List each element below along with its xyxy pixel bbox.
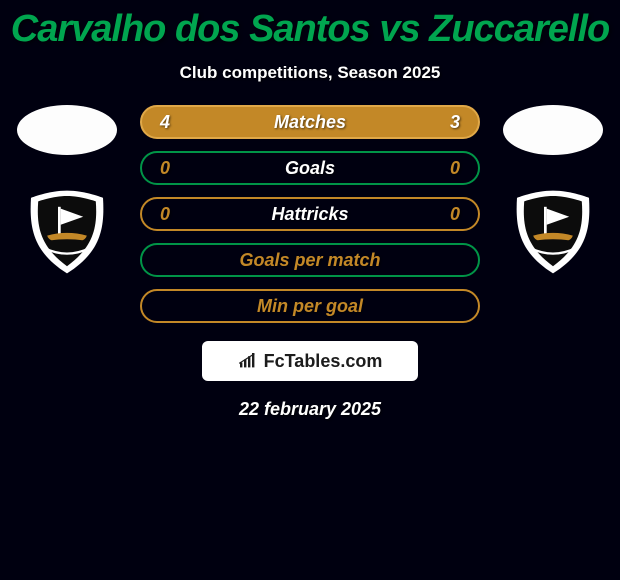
date-label: 22 february 2025 <box>0 399 620 420</box>
player-right-club-crest <box>508 187 598 277</box>
stat-right-value: 0 <box>436 158 460 179</box>
stat-row-min-per-goal: Min per goal <box>140 289 480 323</box>
comparison-infographic: Carvalho dos Santos vs Zuccarello Club c… <box>0 0 620 420</box>
stat-label: Goals per match <box>184 250 436 271</box>
source-label: FcTables.com <box>264 351 383 372</box>
subtitle: Club competitions, Season 2025 <box>0 63 620 83</box>
stat-row-goals-per-match: Goals per match <box>140 243 480 277</box>
content-area: 4Matches30Goals00Hattricks0Goals per mat… <box>0 105 620 323</box>
stat-left-value: 0 <box>160 158 184 179</box>
stat-right-value: 0 <box>436 204 460 225</box>
player-left-club-crest <box>22 187 112 277</box>
stat-row-matches: 4Matches3 <box>140 105 480 139</box>
stat-label: Goals <box>184 158 436 179</box>
stat-label: Min per goal <box>184 296 436 317</box>
page-title: Carvalho dos Santos vs Zuccarello <box>0 0 620 51</box>
stat-label: Hattricks <box>184 204 436 225</box>
stat-left-value: 0 <box>160 204 184 225</box>
bar-chart-icon <box>238 353 258 369</box>
source-badge: FcTables.com <box>202 341 418 381</box>
stat-label: Matches <box>184 112 436 133</box>
club-crest-icon <box>22 187 112 277</box>
stat-right-value: 3 <box>436 112 460 133</box>
stat-rows: 4Matches30Goals00Hattricks0Goals per mat… <box>140 105 480 323</box>
player-left-avatar <box>17 105 117 155</box>
club-crest-icon <box>508 187 598 277</box>
player-right-column <box>498 105 608 277</box>
player-right-avatar <box>503 105 603 155</box>
stat-row-goals: 0Goals0 <box>140 151 480 185</box>
player-left-column <box>12 105 122 277</box>
stat-row-hattricks: 0Hattricks0 <box>140 197 480 231</box>
stat-left-value: 4 <box>160 112 184 133</box>
